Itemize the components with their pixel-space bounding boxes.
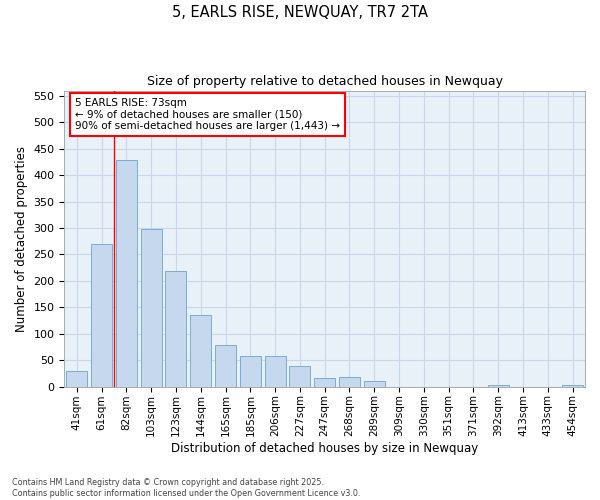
Bar	[339, 377, 360, 386]
Bar	[314, 378, 335, 386]
Title: Size of property relative to detached houses in Newquay: Size of property relative to detached ho…	[147, 75, 503, 88]
Bar	[166, 272, 187, 386]
Bar	[190, 316, 211, 386]
Y-axis label: Number of detached properties: Number of detached properties	[15, 146, 28, 332]
X-axis label: Distribution of detached houses by size in Newquay: Distribution of detached houses by size …	[171, 442, 478, 455]
Bar	[364, 382, 385, 386]
Bar	[140, 229, 162, 386]
Bar	[91, 244, 112, 386]
Bar	[488, 384, 509, 386]
Bar	[562, 385, 583, 386]
Bar	[215, 346, 236, 387]
Bar	[240, 356, 261, 386]
Text: 5 EARLS RISE: 73sqm
← 9% of detached houses are smaller (150)
90% of semi-detach: 5 EARLS RISE: 73sqm ← 9% of detached hou…	[75, 98, 340, 131]
Bar	[66, 371, 88, 386]
Bar	[265, 356, 286, 386]
Bar	[116, 160, 137, 386]
Bar	[289, 366, 310, 386]
Text: Contains HM Land Registry data © Crown copyright and database right 2025.
Contai: Contains HM Land Registry data © Crown c…	[12, 478, 361, 498]
Text: 5, EARLS RISE, NEWQUAY, TR7 2TA: 5, EARLS RISE, NEWQUAY, TR7 2TA	[172, 5, 428, 20]
